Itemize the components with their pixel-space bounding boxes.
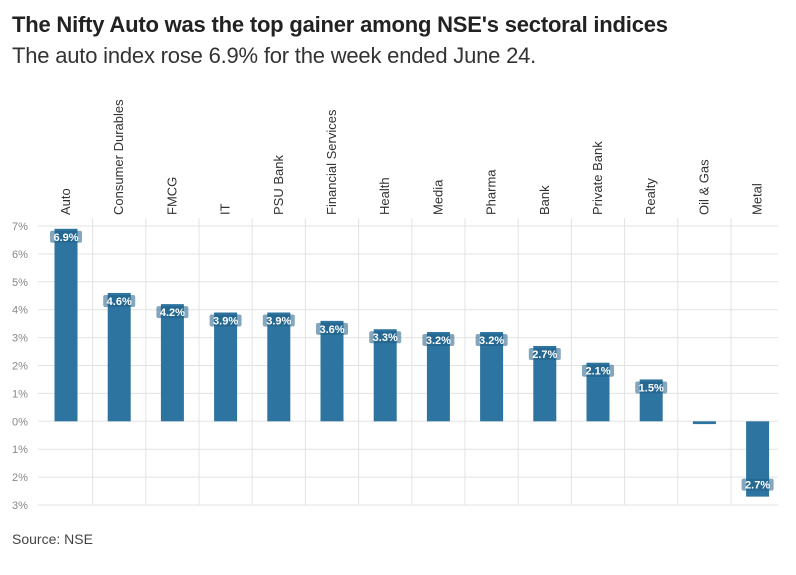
data-label-bg	[422, 334, 455, 347]
bar	[692, 421, 716, 425]
data-label-bg	[582, 364, 614, 377]
y-tick-label: 1%	[12, 388, 28, 400]
category-label: PSU Bank	[271, 155, 286, 215]
data-label: 6.9%	[53, 232, 78, 244]
category-label: Consumer Durables	[111, 99, 126, 215]
data-label: 4.6%	[107, 296, 132, 308]
data-label-bg	[369, 331, 402, 344]
gridlines	[38, 218, 778, 506]
data-label-bg	[103, 294, 136, 307]
category-label: Pharma	[484, 169, 499, 215]
data-label: 1.5%	[639, 382, 664, 394]
bar	[426, 332, 450, 422]
data-label: 3.2%	[426, 335, 451, 347]
bar-chart: 7% 6% 5% 4% 3% 2% 1% 0% 1% 2% 3% Auto Consumer Dura…	[12, 99, 778, 512]
category-label: Realty	[643, 178, 658, 215]
category-label: Metal	[750, 183, 765, 215]
data-label: 4.2%	[160, 307, 185, 319]
data-label: 2.1%	[585, 366, 610, 378]
bar	[746, 421, 770, 497]
data-labels: 6.9% 4.6% 4.2% 3.9% 3.9% 3.6% 3.3% 3.2% 3.2% 2.7%…	[50, 230, 774, 492]
data-label: 3.2%	[479, 335, 504, 347]
data-label-bg	[528, 347, 561, 360]
y-axis: 7% 6% 5% 4% 3% 2% 1% 0% 1% 2% 3%	[12, 221, 28, 512]
y-tick-label: 3%	[12, 500, 28, 512]
data-label-bg	[741, 478, 774, 491]
bar	[54, 228, 78, 422]
category-label: Financial Services	[324, 109, 339, 215]
data-label: 2.7%	[745, 480, 770, 492]
x-axis-categories: Auto Consumer Durables FMCG IT PSU Bank Finan…	[58, 99, 765, 215]
y-tick-label: 2%	[12, 361, 28, 373]
data-label-bg	[635, 381, 668, 394]
data-label-bg	[262, 314, 295, 327]
data-label-bg	[475, 334, 508, 347]
category-label: Health	[377, 177, 392, 215]
chart-subtitle: The auto index rose 6.9% for the week en…	[12, 43, 537, 68]
data-label-bg	[316, 322, 348, 335]
bar	[160, 304, 184, 422]
data-label-bg	[156, 306, 189, 319]
y-tick-label: 3%	[12, 333, 28, 345]
bar	[533, 345, 557, 422]
bar	[373, 329, 397, 422]
bar	[214, 312, 238, 422]
source-note: Source: NSE	[12, 531, 93, 547]
bars	[54, 228, 770, 497]
data-label: 3.3%	[373, 332, 398, 344]
category-label: Oil & Gas	[696, 159, 711, 215]
data-label-bg	[209, 314, 242, 327]
y-tick-label: 2%	[12, 472, 28, 484]
y-tick-label: 1%	[12, 444, 28, 456]
y-tick-label: 7%	[12, 221, 28, 233]
bar	[480, 332, 504, 422]
category-label: FMCG	[164, 177, 179, 215]
category-label: IT	[218, 203, 233, 215]
category-label: Private Bank	[590, 141, 605, 215]
data-label: 3.9%	[266, 315, 291, 327]
y-tick-label: 5%	[12, 277, 28, 289]
data-label-bg	[50, 230, 82, 243]
data-label: 3.6%	[319, 324, 344, 336]
y-tick-label: 4%	[12, 305, 28, 317]
category-label: Bank	[537, 185, 552, 215]
y-tick-label: 6%	[12, 249, 28, 261]
bar	[586, 362, 610, 422]
y-tick-label: 0%	[12, 416, 28, 428]
bar	[320, 320, 344, 422]
bar	[267, 312, 291, 422]
chart-title: The Nifty Auto was the top gainer among …	[12, 12, 668, 37]
data-label: 3.9%	[213, 315, 238, 327]
category-label: Auto	[58, 188, 73, 215]
category-label: Media	[430, 179, 445, 215]
data-label: 2.7%	[532, 349, 557, 361]
bar	[107, 292, 131, 422]
